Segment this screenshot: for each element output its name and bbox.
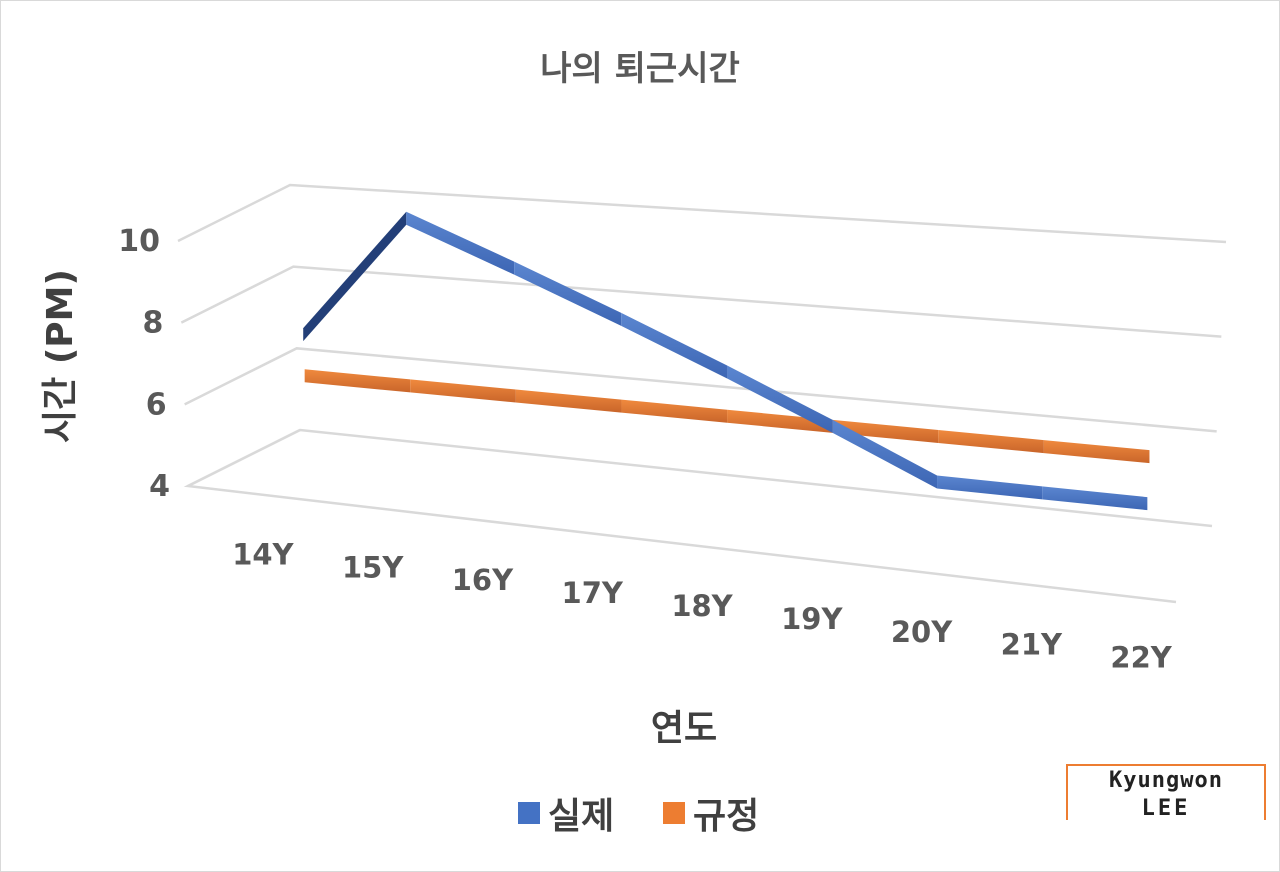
series-segment-규정 <box>832 419 939 443</box>
series-segment-실제 <box>303 211 407 342</box>
y-axis-ticks: 4 6 8 10 <box>118 224 170 504</box>
legend-swatch-실제 <box>518 802 540 824</box>
chart-floor <box>183 428 1177 604</box>
y-tick-label: 6 <box>146 387 167 422</box>
x-tick-label: 19Y <box>781 602 843 636</box>
series-segment-실제 <box>832 419 938 489</box>
x-tick-label: 17Y <box>562 576 624 610</box>
y-tick-label: 4 <box>149 469 170 504</box>
author-watermark-logo: Kyungwon LEE <box>1066 764 1266 821</box>
x-tick-label: 20Y <box>891 615 953 649</box>
series-segment-실제 <box>1042 486 1148 511</box>
series-line-실제 <box>303 211 1148 511</box>
y-tick-label: 8 <box>142 306 163 341</box>
x-axis-title: 연도 <box>651 708 717 749</box>
series-segment-실제 <box>514 261 622 326</box>
gridline <box>184 347 1217 433</box>
series-segment-규정 <box>410 379 516 403</box>
series-segment-실제 <box>406 211 515 275</box>
y-axis-title: 시간 (PM) <box>40 269 81 443</box>
series-segment-규정 <box>938 429 1044 454</box>
x-axis-ticks: 14Y 15Y 16Y 17Y 18Y 19Y 20Y 21Y 22Y <box>232 537 1173 674</box>
legend: 실제 규정 <box>518 796 759 837</box>
legend-swatch-규정 <box>663 802 685 824</box>
watermark-surname: LEE <box>1068 796 1264 821</box>
y-tick-label: 10 <box>118 224 160 259</box>
floor-edge <box>183 428 1177 604</box>
x-tick-label: 22Y <box>1110 641 1172 675</box>
series-segment-규정 <box>1043 440 1150 464</box>
x-tick-label: 18Y <box>671 589 733 623</box>
x-tick-label: 16Y <box>452 563 514 597</box>
gridline <box>177 183 1227 244</box>
series-segment-규정 <box>515 389 622 413</box>
chart-title: 나의 퇴근시간 <box>540 49 740 89</box>
series-line-규정 <box>304 369 1150 464</box>
x-tick-label: 15Y <box>342 550 404 584</box>
x-tick-label: 21Y <box>1001 628 1063 662</box>
legend-label-규정: 규정 <box>693 796 759 837</box>
series-segment-실제 <box>727 365 833 433</box>
series-segment-실제 <box>621 312 728 379</box>
gridline <box>180 265 1222 338</box>
series-segment-규정 <box>621 399 728 423</box>
series-segment-실제 <box>937 475 1043 500</box>
x-tick-label: 14Y <box>232 537 294 571</box>
series-segment-규정 <box>304 369 411 393</box>
watermark-name: Kyungwon <box>1109 768 1223 793</box>
series-segment-규정 <box>727 409 833 433</box>
legend-label-실제: 실제 <box>548 796 614 837</box>
